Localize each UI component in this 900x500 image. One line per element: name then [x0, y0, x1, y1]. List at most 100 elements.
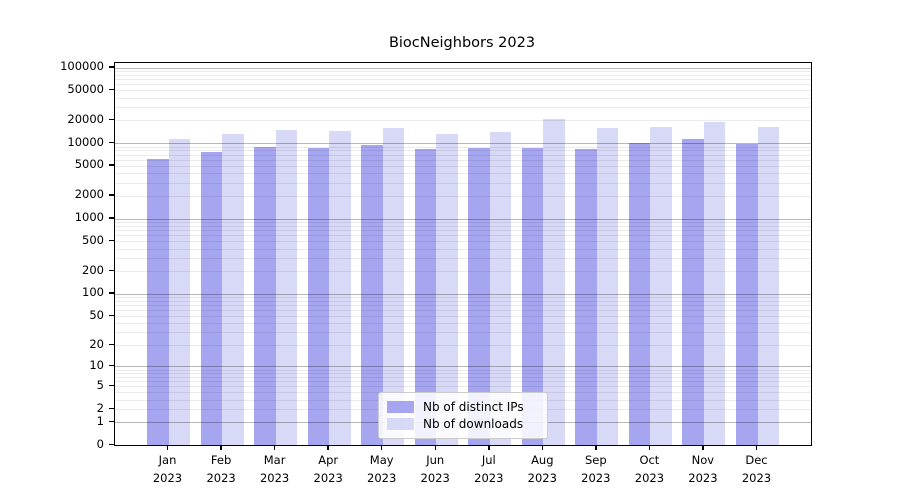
grid-line-minor: [115, 316, 811, 318]
y-tick-mark: [108, 217, 114, 219]
x-tick-label-jul: Jul 2023: [457, 451, 521, 487]
grid-line-minor: [115, 74, 811, 76]
grid-line-minor: [115, 146, 811, 148]
bar-distinct-ips-aug: [521, 148, 544, 445]
bar-downloads-oct: [650, 127, 672, 445]
x-tick-month: Sep: [584, 453, 607, 467]
bar-downloads-jul: [489, 132, 512, 445]
y-tick-label: 20: [89, 336, 104, 351]
y-tick-mark: [108, 118, 114, 121]
y-tick-mark: [108, 420, 114, 423]
bar-distinct-ips-apr: [307, 148, 330, 445]
y-tick-label: 10000: [67, 134, 104, 149]
grid-line-major: [115, 143, 811, 145]
grid-line-major: [115, 67, 811, 69]
x-tick-label-sep: Sep 2023: [564, 451, 628, 487]
x-tick-year: 2023: [634, 471, 665, 485]
grid-line-minor: [115, 381, 811, 383]
y-tick-mark: [108, 88, 114, 91]
bar-distinct-ips-mar: [254, 146, 276, 445]
x-tick-label-aug: Aug 2023: [510, 451, 574, 487]
bar-distinct-ips-oct: [628, 143, 651, 445]
grid-line-minor: [115, 369, 811, 371]
grid-line-minor: [115, 195, 811, 197]
grid-line-minor: [115, 120, 811, 122]
bar-downloads-mar: [275, 129, 298, 445]
grid-line-minor: [115, 373, 811, 374]
bar-distinct-ips-jan: [147, 158, 169, 445]
y-tick-mark: [108, 194, 114, 196]
x-tick-label-mar: Mar 2023: [243, 451, 307, 487]
x-tick-mark: [648, 445, 651, 450]
y-tick-mark: [108, 314, 114, 317]
bar-downloads-aug: [543, 118, 565, 445]
x-tick-month: Oct: [639, 453, 660, 467]
y-tick-label: 200: [82, 262, 104, 277]
grid-line-minor: [115, 107, 811, 108]
bar-distinct-ips-jul: [468, 148, 490, 445]
y-tick-mark: [108, 407, 114, 409]
grid-line-minor: [115, 165, 811, 167]
x-tick-year: 2023: [527, 471, 557, 485]
x-tick-month: May: [369, 453, 394, 467]
y-tick-mark: [108, 443, 114, 445]
grid-line-minor: [115, 84, 811, 86]
bar-distinct-ips-nov: [682, 139, 704, 445]
grid-line-minor: [115, 257, 811, 259]
y-tick-label: 100: [82, 285, 104, 300]
grid-line-minor: [115, 310, 811, 312]
y-tick-label: 1: [96, 413, 104, 428]
x-tick-mark: [434, 445, 436, 450]
y-tick-label: 100000: [60, 59, 104, 74]
grid-line-minor: [115, 248, 811, 250]
x-tick-mark: [702, 445, 704, 450]
grid-line-minor: [115, 154, 811, 156]
grid-line-minor: [115, 323, 811, 325]
bar-distinct-ips-dec: [736, 144, 758, 445]
grid-line-minor: [115, 376, 811, 378]
x-tick-month: Dec: [745, 453, 768, 467]
legend-swatch-downloads: [387, 417, 414, 430]
bar-downloads-may: [382, 128, 405, 445]
x-tick-month: Jun: [426, 453, 445, 467]
grid-line-minor: [115, 345, 811, 347]
x-tick-mark: [488, 445, 490, 450]
grid-line-minor: [115, 79, 811, 81]
x-tick-month: Apr: [318, 453, 339, 467]
y-tick-label: 1000: [74, 210, 104, 224]
legend-item-distinct-ips: Nb of distinct IPs: [387, 398, 539, 415]
y-tick-label: 2000: [74, 187, 104, 202]
bar-downloads-jan: [168, 139, 190, 445]
y-tick-mark: [108, 364, 114, 367]
grid-line-minor: [115, 235, 811, 237]
y-tick-mark: [108, 269, 114, 272]
x-tick-mark: [166, 445, 169, 450]
plot-area: [114, 62, 812, 446]
x-tick-label-dec: Dec 2023: [725, 451, 789, 487]
y-tick-label: 50: [89, 307, 104, 322]
grid-line-minor: [115, 150, 811, 152]
legend-label-downloads: Nb of downloads: [423, 416, 524, 431]
grid-line-minor: [115, 241, 811, 243]
grid-line-minor: [115, 182, 811, 184]
x-tick-year: 2023: [420, 471, 450, 485]
y-tick-label: 10: [89, 357, 104, 372]
y-tick-mark: [108, 164, 114, 166]
x-tick-mark: [327, 445, 329, 450]
x-tick-mark: [380, 445, 383, 450]
grid-line-minor: [115, 271, 811, 273]
x-tick-label-may: May 2023: [350, 451, 414, 487]
x-tick-year: 2023: [474, 471, 504, 485]
bar-downloads-feb: [222, 134, 244, 445]
bar-downloads-dec: [757, 127, 779, 445]
bar-distinct-ips-jun: [414, 149, 437, 445]
grid-line-minor: [115, 222, 811, 223]
legend-item-downloads: Nb of downloads: [387, 415, 539, 432]
y-tick-mark: [108, 239, 114, 242]
grid-line-minor: [115, 332, 811, 334]
chart-title: BiocNeighbors 2023: [388, 35, 536, 51]
x-tick-year: 2023: [688, 471, 718, 485]
bar-distinct-ips-may: [361, 144, 383, 445]
y-tick-label: 500: [82, 232, 104, 247]
grid-line-minor: [115, 386, 811, 388]
